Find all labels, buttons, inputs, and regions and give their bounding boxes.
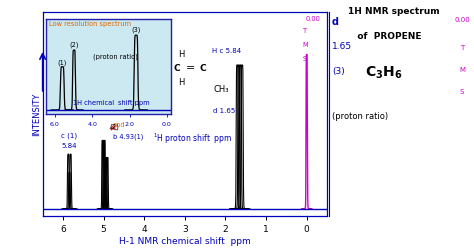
Text: d 1.65: d 1.65	[213, 108, 236, 114]
Text: d: d	[332, 17, 339, 27]
Text: and: and	[112, 122, 125, 128]
Text: M: M	[303, 42, 308, 48]
Text: $\mathbf{C_3H_6}$: $\mathbf{C_3H_6}$	[365, 64, 402, 81]
Text: S: S	[460, 89, 465, 95]
Text: T: T	[460, 45, 464, 51]
Text: T: T	[303, 28, 307, 34]
Text: 0.00: 0.00	[306, 16, 321, 22]
Text: CH₃: CH₃	[213, 85, 229, 94]
X-axis label: H-1 NMR chemical shift  ppm: H-1 NMR chemical shift ppm	[119, 237, 251, 246]
Text: (proton ratio): (proton ratio)	[332, 112, 388, 121]
Text: 1H NMR spectrum: 1H NMR spectrum	[348, 7, 440, 16]
Text: 1.65: 1.65	[332, 42, 352, 51]
Text: b 4.93(1): b 4.93(1)	[112, 134, 143, 140]
Text: of  PROPENE: of PROPENE	[348, 32, 422, 41]
Text: 5.00 a: 5.00 a	[146, 52, 169, 58]
Text: 5.84: 5.84	[62, 143, 77, 149]
Text: $^1$H proton shift  ppm: $^1$H proton shift ppm	[153, 131, 233, 146]
Text: 0.00: 0.00	[454, 17, 470, 23]
Text: H: H	[178, 50, 185, 59]
Text: (3): (3)	[332, 67, 345, 76]
Text: a 5.00(1): a 5.00(1)	[112, 108, 143, 114]
Text: S: S	[303, 56, 307, 62]
Text: C: C	[200, 64, 207, 73]
Text: (2): (2)	[109, 123, 119, 130]
Text: C: C	[173, 64, 180, 73]
Text: =: =	[186, 63, 196, 73]
Text: H: H	[178, 78, 185, 87]
Text: M: M	[459, 67, 465, 73]
Text: 4.93 b: 4.93 b	[150, 80, 173, 86]
Text: c (1): c (1)	[62, 132, 78, 139]
Y-axis label: INTENSITY: INTENSITY	[32, 93, 41, 136]
Text: H c 5.84: H c 5.84	[212, 48, 242, 54]
